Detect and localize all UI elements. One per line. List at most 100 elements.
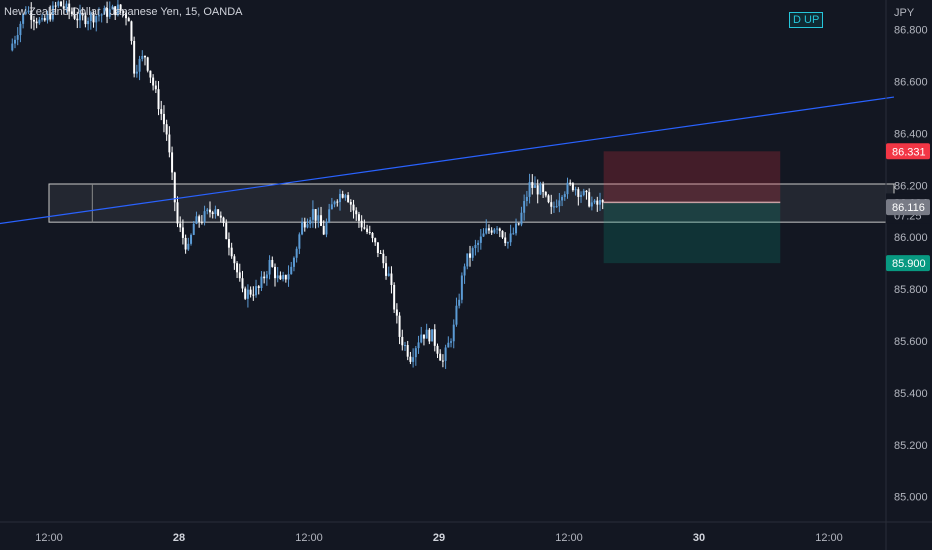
candle-body: [208, 209, 211, 213]
candle-body: [146, 57, 149, 71]
candle-body: [51, 5, 54, 20]
candle-body: [447, 342, 450, 348]
candle-body: [487, 228, 490, 231]
candle-body: [588, 192, 591, 207]
trendline[interactable]: [0, 96, 895, 225]
candle-body: [303, 222, 306, 228]
candle-body: [292, 257, 295, 267]
candle-body: [493, 229, 496, 233]
candle-body: [127, 18, 130, 22]
candle-body: [306, 224, 309, 228]
candle-body: [455, 305, 458, 325]
candle-body: [106, 8, 109, 17]
candle-body: [563, 194, 566, 197]
candle-body: [116, 4, 119, 16]
candle-body: [11, 43, 14, 51]
candle-body: [217, 209, 220, 216]
candle-body: [569, 182, 572, 184]
candle-body: [482, 233, 485, 237]
candle-body: [320, 215, 323, 226]
candle-body: [241, 278, 244, 289]
time-axis[interactable]: 12:00 28 12:00 29 12:00 30 12:00: [35, 532, 843, 544]
symbol-title[interactable]: New Zealand Dollar / Japanese Yen, 15, O…: [4, 6, 243, 18]
candle-body: [338, 193, 341, 203]
candle-body: [43, 18, 46, 21]
candle-body: [376, 242, 379, 253]
candle-body: [173, 172, 176, 203]
short-position-tool[interactable]: [603, 151, 781, 264]
stop-loss-zone[interactable]: [603, 151, 781, 203]
take-profit-zone[interactable]: [603, 202, 781, 264]
target-price-tag-label: 85.900: [892, 258, 926, 270]
stop-price-tag-label: 86.331: [892, 146, 926, 158]
price-tick-label: 86.600: [894, 77, 928, 89]
candle-body: [311, 209, 314, 220]
candle-body: [122, 10, 125, 13]
candle-body: [406, 345, 409, 357]
candle-body: [471, 248, 474, 258]
candle-body: [574, 189, 577, 191]
candle-body: [130, 21, 133, 41]
candle-body: [496, 228, 499, 230]
candle-body: [141, 55, 144, 59]
candle-body: [168, 134, 171, 153]
current-price-tag-label: 86.116: [892, 202, 925, 214]
candle-body: [566, 182, 569, 195]
candle-body: [49, 13, 52, 20]
candle-body: [555, 206, 558, 208]
candle-body: [374, 238, 377, 243]
candle-body: [403, 345, 406, 347]
candle-body: [187, 243, 190, 250]
trendline-path[interactable]: [0, 96, 895, 225]
time-tick-label: 12:00: [35, 532, 63, 544]
candle-body: [330, 204, 333, 210]
candle-body: [41, 18, 44, 20]
candle-body: [420, 334, 423, 343]
candle-body: [598, 200, 601, 205]
candle-body: [385, 263, 388, 276]
candle-body: [184, 237, 187, 250]
candle-body: [230, 247, 233, 257]
candle-body: [290, 266, 293, 275]
candle-body: [468, 253, 471, 258]
candle-body: [590, 202, 593, 207]
price-axis[interactable]: 86.800 86.600 86.400 86.200 86.000 85.800 85.6…: [894, 25, 928, 504]
candle-body: [479, 236, 482, 243]
time-tick-label: 12:00: [555, 532, 583, 544]
stop-price-tag-bg: [886, 143, 930, 160]
candle-body: [441, 360, 444, 362]
candle-body: [200, 221, 203, 223]
candle-body: [154, 85, 157, 90]
candle-body: [558, 200, 561, 207]
candle-body: [13, 39, 16, 44]
candle-body: [171, 152, 174, 173]
candle-body: [309, 219, 312, 225]
candle-body: [582, 190, 585, 195]
candle-body: [192, 223, 195, 235]
candle-body: [552, 206, 555, 208]
candle-body: [60, 1, 63, 7]
indicator-badge[interactable]: D UP: [789, 12, 824, 28]
candle-body: [119, 4, 122, 11]
candle-body: [433, 329, 436, 346]
candle-body: [38, 19, 41, 24]
candle-body: [452, 324, 455, 342]
candle-body: [225, 222, 228, 240]
candle-body: [596, 200, 599, 205]
candle-body: [162, 113, 165, 125]
candle-body: [143, 55, 146, 58]
candle-body: [103, 8, 106, 15]
candle-body: [263, 276, 266, 279]
candle-body: [571, 183, 574, 191]
candle-body: [89, 13, 92, 21]
candle-body: [87, 20, 90, 25]
candle-body: [460, 275, 463, 300]
candle-body: [157, 89, 160, 110]
candle-body: [580, 194, 583, 197]
candle-body: [328, 209, 331, 222]
current-price-tag-bg: [886, 199, 930, 216]
candle-body: [255, 286, 258, 296]
